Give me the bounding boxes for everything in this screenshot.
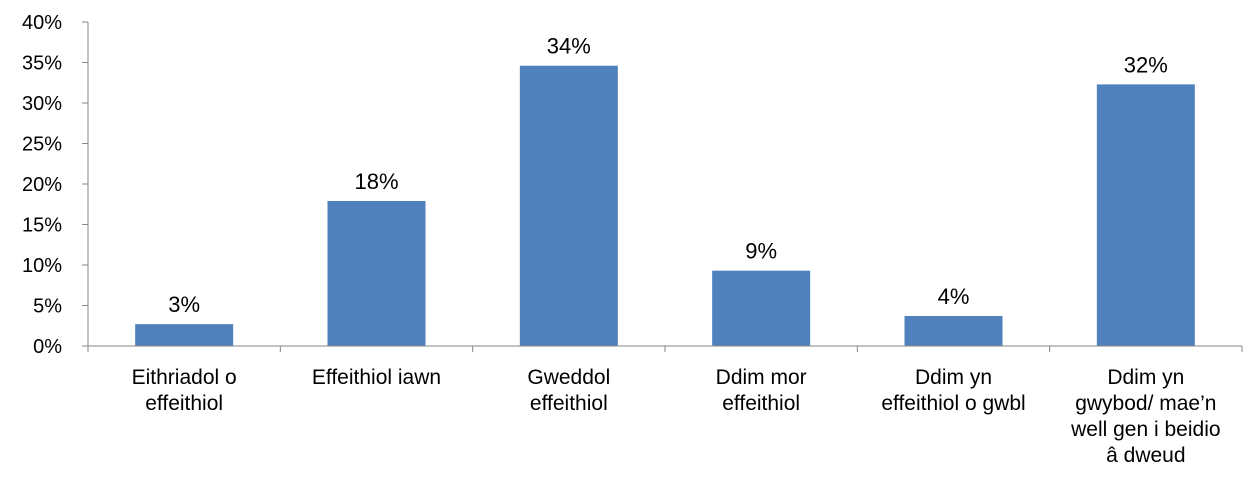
data-label: 3%: [168, 292, 200, 317]
bar: [519, 65, 618, 347]
x-category-label-line: Ddim mor: [716, 366, 807, 389]
bar: [135, 324, 234, 346]
y-tick-label: 25%: [22, 134, 62, 156]
x-category-label-line: Ddim yn: [1107, 366, 1184, 389]
y-tick-label: 30%: [22, 93, 62, 115]
x-category-label-line: effeithiol: [722, 392, 800, 415]
y-tick-label: 35%: [22, 53, 62, 75]
x-category-label-line: effeithiol o gwbl: [881, 392, 1025, 415]
bar: [712, 270, 811, 346]
y-tick-label: 0%: [33, 336, 62, 358]
bar: [904, 316, 1003, 346]
x-category-label: Ddim yn effeithiol o gwbl: [881, 366, 1025, 415]
data-label: 4%: [938, 284, 970, 309]
data-labels-group: 3% 18% 34% 9% 4% 32%: [168, 34, 1168, 317]
x-category-label: Eithriadol o effeithiol: [132, 366, 237, 415]
x-category-label-line: gwybod/ mae’n: [1075, 392, 1216, 415]
data-label: 9%: [745, 239, 777, 264]
x-axis: Eithriadol o effeithiol Effeithiol iawn Gwe…: [87, 345, 1243, 467]
x-category-label: Ddim mor effeithiol: [716, 366, 807, 415]
data-label: 32%: [1124, 52, 1168, 77]
x-category-label-line: effeithiol: [530, 392, 608, 415]
x-category-label-line: Effeithiol iawn: [312, 366, 441, 389]
x-category-label: Ddim yn gwybod/ mae’n well gen i beidio â d…: [1070, 366, 1220, 467]
bar: [327, 201, 426, 346]
bars-group: [135, 65, 1195, 347]
data-label: 34%: [547, 34, 591, 59]
x-category-label-line: Gweddol: [527, 366, 610, 389]
y-axis: 0% 5% 10% 15% 20% 25% 30% 35% 40%: [22, 12, 89, 358]
y-tick-label: 10%: [22, 255, 62, 277]
x-category-label-line: effeithiol: [145, 392, 223, 415]
bar: [1096, 84, 1195, 347]
y-tick-label: 5%: [33, 296, 62, 318]
x-category-label: Effeithiol iawn: [312, 366, 441, 389]
y-tick-label: 40%: [22, 12, 62, 34]
x-category-label-line: Ddim yn: [915, 366, 992, 389]
x-category-label-line: well gen i beidio: [1070, 418, 1220, 441]
data-label: 18%: [354, 169, 398, 194]
x-category-label-line: â dweud: [1106, 444, 1185, 467]
x-category-label-line: Eithriadol o: [132, 366, 237, 389]
y-tick-label: 20%: [22, 174, 62, 196]
x-category-label: Gweddol effeithiol: [527, 366, 610, 415]
y-tick-label: 15%: [22, 215, 62, 237]
